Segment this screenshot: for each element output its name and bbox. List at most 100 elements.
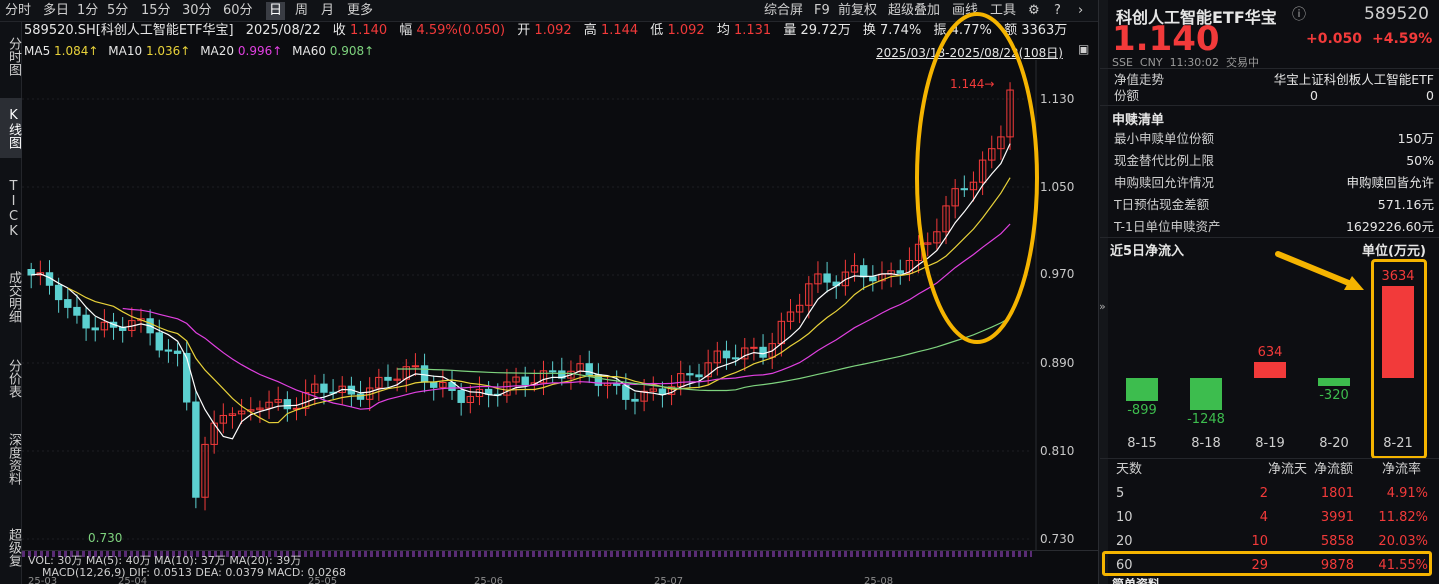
panel-code: 589520	[1364, 4, 1429, 24]
close-label: 收	[332, 23, 346, 38]
flow-bar	[1190, 378, 1222, 410]
low-label: 低	[650, 23, 664, 38]
candle	[805, 283, 813, 306]
candle	[823, 273, 831, 283]
candle	[978, 159, 987, 183]
flow-bar	[1126, 378, 1158, 401]
candle	[54, 284, 63, 301]
tools-button[interactable]: 工具	[990, 3, 1017, 18]
table-cell: 20	[1116, 534, 1133, 549]
x-tick: 25-07	[654, 576, 684, 584]
period-tab-multiday[interactable]: 多日	[43, 3, 70, 18]
candle	[640, 390, 648, 402]
overlay-button[interactable]: 超级叠加	[888, 3, 941, 18]
candle	[567, 370, 575, 379]
candle	[219, 414, 228, 424]
subscription-title: 申赎清单	[1112, 113, 1165, 128]
pin-icon[interactable]: ▣	[1078, 42, 1090, 56]
col-inflow-days: 净流天	[1268, 462, 1308, 477]
x-tick: 25-08	[864, 576, 894, 584]
period-tab-5min[interactable]: 5分	[107, 3, 129, 18]
candle	[283, 399, 292, 410]
side-tab-super[interactable]: 超级复	[6, 527, 21, 567]
low-value: 1.092	[667, 23, 705, 38]
share-value-b: 0	[1426, 88, 1434, 103]
highlight-row-box	[1102, 551, 1432, 576]
period-tab-week[interactable]: 周	[295, 3, 309, 18]
macd-legend: MACD(12,26,9) DIF: 0.0513 DEA: 0.0379 MA…	[42, 566, 347, 579]
candle	[713, 350, 722, 364]
side-tab-fenshi[interactable]: 分时图	[6, 36, 21, 76]
highlight-ellipse	[915, 12, 1039, 344]
profile-section[interactable]: 简单资料	[1112, 578, 1160, 584]
period-tab-30min[interactable]: 30分	[182, 3, 212, 18]
row-key: T日预估现金差额	[1114, 197, 1210, 212]
col-inflow-rate: 净流率	[1382, 462, 1422, 477]
divider	[1100, 237, 1439, 238]
candle	[375, 376, 383, 389]
side-tab-kline[interactable]: K线图	[0, 98, 22, 158]
candle	[521, 376, 529, 386]
period-tab-15min[interactable]: 15分	[141, 3, 171, 18]
side-tab-price[interactable]: 分价表	[6, 358, 21, 398]
candle	[795, 304, 804, 313]
candle	[850, 265, 859, 273]
chevron-right-icon[interactable]: ›	[1078, 3, 1084, 18]
question-icon[interactable]: ?	[1054, 3, 1061, 18]
period-tab-60min[interactable]: 60分	[223, 3, 253, 18]
side-tab-depth[interactable]: 深度资料	[6, 433, 21, 485]
candle	[1006, 89, 1014, 138]
turnover-label: 换	[862, 23, 876, 38]
candle	[82, 314, 90, 329]
candle	[320, 383, 328, 393]
table-cell: 4.91%	[1386, 486, 1428, 501]
ma10-label: MA10	[108, 44, 143, 58]
collapse-icon[interactable]: »	[1099, 300, 1106, 313]
flow-date: 8-20	[1319, 436, 1349, 451]
bar-date: 2025/08/22	[245, 23, 321, 38]
panel-divider[interactable]	[1098, 0, 1108, 584]
candle	[924, 242, 932, 245]
candle	[164, 349, 173, 352]
table-cell: 10	[1116, 510, 1133, 525]
ma5-line	[31, 143, 1011, 440]
overview-button[interactable]: 综合屏	[764, 3, 804, 18]
candle	[274, 399, 282, 403]
f9-button[interactable]: F9	[814, 3, 830, 18]
nav-fund-name: 华宝上证科创板人工智能ETF	[1273, 72, 1434, 87]
period-tab-1min[interactable]: 1分	[77, 3, 99, 18]
candle	[933, 231, 941, 244]
share-label: 份额	[1114, 88, 1140, 103]
side-tab-deals[interactable]: 成交明细	[6, 271, 21, 323]
candle	[585, 363, 593, 376]
gear-icon[interactable]: ⚙	[1028, 3, 1040, 18]
candle	[686, 373, 694, 376]
table-cell: 41.55%	[1378, 558, 1428, 573]
info-icon[interactable]: ⓘ	[1292, 7, 1306, 23]
period-tab-more[interactable]: 更多	[347, 3, 374, 18]
flow-value: -899	[1127, 402, 1157, 418]
high-label: 高	[583, 23, 597, 38]
candle	[64, 299, 72, 308]
amplitude-value: 4.77%	[950, 23, 992, 38]
adjust-button[interactable]: 前复权	[838, 3, 878, 18]
period-tab-month[interactable]: 月	[321, 3, 335, 18]
candle	[503, 381, 511, 396]
candle	[256, 407, 264, 411]
y-tick-0810: 0.810	[1040, 444, 1075, 458]
open-value: 1.092	[534, 23, 572, 38]
period-tab-day[interactable]: 日	[266, 2, 286, 20]
flow-value: 634	[1257, 344, 1283, 360]
candle	[960, 188, 969, 191]
period-tab-fenshi[interactable]: 分时	[5, 3, 32, 18]
candle	[265, 401, 273, 409]
side-tab-tick[interactable]: TICK	[6, 179, 21, 239]
candle	[137, 318, 145, 322]
divider	[1100, 68, 1439, 69]
flow-bar	[1254, 361, 1286, 378]
candle	[731, 357, 740, 360]
kline-chart[interactable]	[22, 60, 1098, 550]
flow-date: 8-18	[1191, 436, 1221, 451]
candle	[969, 181, 978, 191]
open-label: 开	[517, 23, 531, 38]
